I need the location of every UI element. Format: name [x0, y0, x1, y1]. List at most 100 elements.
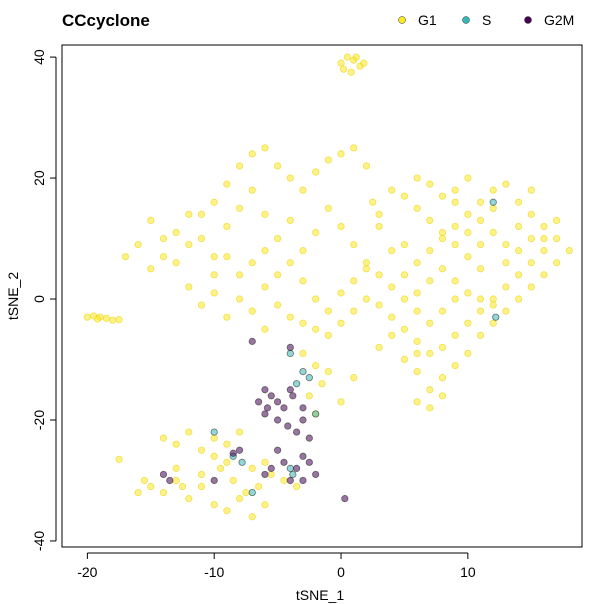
data-point	[210, 289, 218, 297]
data-point	[185, 495, 193, 503]
data-point	[489, 204, 497, 212]
data-point	[540, 222, 548, 231]
data-point	[312, 295, 320, 303]
data-point	[324, 368, 332, 376]
data-point	[438, 374, 447, 382]
data-point	[299, 476, 307, 485]
data-point	[347, 68, 355, 76]
data-point	[388, 247, 396, 255]
data-point	[197, 234, 206, 243]
data-point	[400, 355, 409, 364]
data-point	[464, 319, 472, 327]
data-point	[284, 422, 292, 430]
data-point	[369, 198, 377, 206]
data-point	[286, 343, 294, 352]
data-point	[312, 228, 320, 237]
data-point	[280, 458, 288, 466]
data-point	[489, 228, 497, 237]
data-point	[312, 470, 320, 479]
data-point	[502, 283, 510, 291]
data-point	[476, 265, 485, 273]
data-point	[83, 313, 91, 321]
data-point	[400, 295, 409, 303]
data-point	[274, 416, 282, 424]
data-point	[223, 440, 231, 448]
data-point	[238, 458, 246, 466]
data-point	[426, 319, 434, 327]
data-point	[312, 168, 320, 176]
data-point	[93, 315, 102, 323]
data-point	[172, 259, 180, 267]
data-point	[286, 464, 294, 472]
data-point	[248, 337, 256, 345]
data-point	[464, 174, 472, 182]
data-point	[360, 59, 368, 67]
data-point	[261, 144, 269, 152]
data-point	[489, 198, 497, 206]
data-point	[248, 259, 256, 267]
data-point	[261, 325, 269, 333]
data-point	[553, 259, 561, 267]
data-point	[540, 271, 548, 279]
data-point	[527, 210, 535, 218]
data-point	[502, 259, 510, 267]
data-point	[451, 186, 459, 194]
data-point	[350, 374, 358, 382]
data-point	[451, 295, 459, 303]
data-point	[159, 234, 168, 243]
data-point	[464, 210, 472, 218]
x-tick-label: -20	[77, 564, 97, 580]
data-point	[289, 470, 297, 479]
data-point	[388, 313, 396, 321]
data-point	[197, 482, 206, 491]
data-point	[210, 271, 218, 279]
data-point	[318, 380, 326, 388]
y-tick-label: 40	[31, 49, 47, 65]
data-point	[438, 228, 447, 237]
data-point	[527, 186, 535, 194]
data-point	[299, 247, 307, 255]
data-point	[341, 495, 349, 503]
legend: G1 S G2M	[398, 12, 574, 28]
data-point	[286, 476, 294, 485]
data-point	[140, 476, 149, 485]
data-point	[299, 452, 307, 460]
legend-marker-g1	[398, 16, 406, 24]
data-point	[337, 150, 345, 158]
data-point	[159, 434, 168, 442]
data-point	[293, 428, 301, 436]
data-point	[261, 283, 269, 291]
data-point	[350, 240, 358, 249]
data-point	[286, 313, 294, 321]
data-point	[426, 349, 434, 358]
data-point	[248, 150, 256, 158]
data-point	[553, 216, 561, 224]
data-point	[476, 295, 485, 303]
plot-frame	[61, 44, 583, 548]
data-point	[305, 392, 313, 400]
data-point	[324, 156, 332, 164]
data-point	[115, 455, 123, 463]
data-point	[223, 458, 231, 466]
y-tick-label: -40	[31, 531, 47, 551]
data-point	[185, 283, 193, 291]
data-point	[388, 283, 396, 291]
data-point	[375, 271, 383, 279]
data-point	[400, 192, 409, 200]
data-point	[261, 210, 269, 218]
data-point	[210, 198, 218, 206]
data-point	[375, 222, 383, 231]
data-point	[426, 386, 434, 394]
data-point	[286, 386, 294, 394]
data-point	[261, 247, 269, 255]
data-point	[514, 271, 523, 279]
data-point	[324, 331, 332, 339]
data-point	[312, 361, 320, 370]
data-point	[489, 186, 497, 194]
data-point	[274, 271, 282, 279]
data-point	[299, 277, 307, 285]
data-point	[286, 259, 294, 267]
data-point	[527, 259, 535, 267]
data-point	[185, 210, 193, 218]
data-point	[293, 464, 301, 472]
